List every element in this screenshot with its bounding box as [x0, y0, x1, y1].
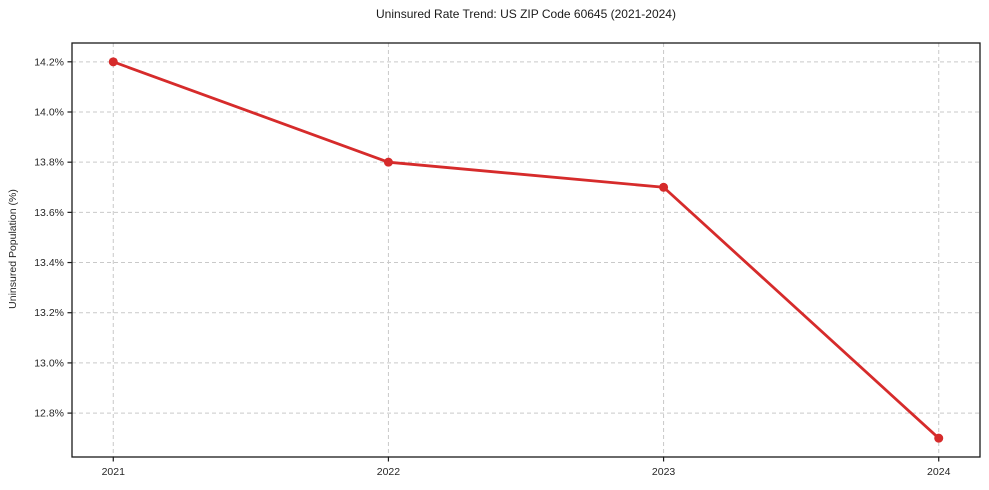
data-point [108, 57, 118, 67]
x-tick-label: 2021 [102, 466, 126, 478]
trend-line [111, 60, 941, 440]
x-tick-label: 2023 [652, 466, 676, 478]
y-tick-label: 13.2% [34, 307, 64, 319]
y-tick-label: 12.8% [34, 408, 64, 420]
y-tick-label: 13.6% [34, 207, 64, 219]
y-tick-label: 13.4% [34, 257, 64, 269]
y-tick-label: 13.8% [34, 157, 64, 169]
plot-border [71, 42, 981, 458]
x-tick-label: 2024 [927, 466, 951, 478]
data-point [659, 182, 669, 192]
y-tick-label: 14.2% [34, 56, 64, 68]
x-tick-label: 2022 [377, 466, 401, 478]
chart-title: Uninsured Rate Trend: US ZIP Code 60645 … [376, 7, 676, 21]
data-point [383, 157, 393, 167]
y-tick-label: 13.0% [34, 357, 64, 369]
data-point [934, 433, 944, 443]
y-tick-label: 14.0% [34, 107, 64, 119]
